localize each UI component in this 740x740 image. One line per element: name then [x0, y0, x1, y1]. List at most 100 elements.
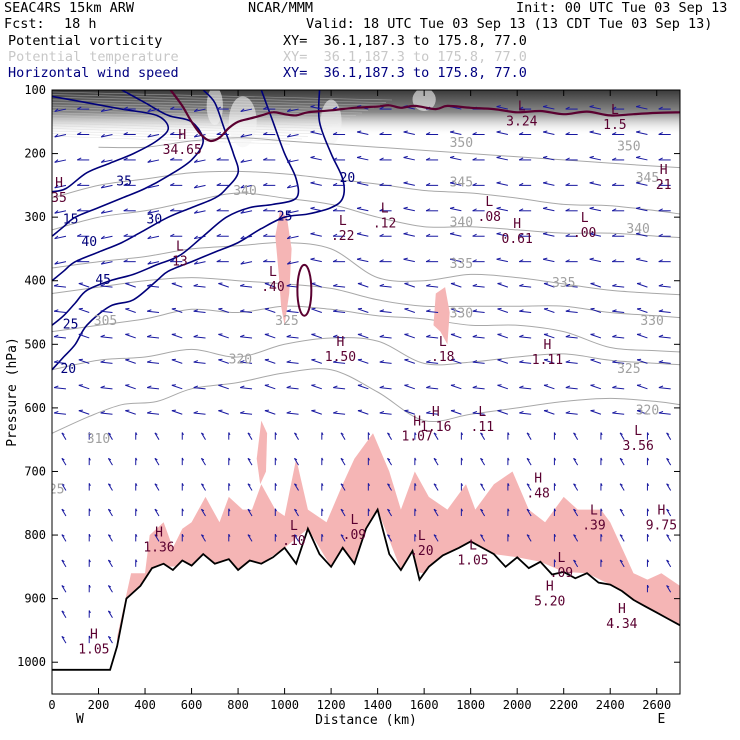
wind-vector-head: [247, 483, 251, 486]
wind-vector: [379, 412, 392, 415]
wind-vector-head: [573, 483, 577, 486]
high-low-value: .09: [550, 566, 573, 581]
wind-vector-head: [472, 360, 478, 363]
wind-vector-head: [333, 283, 338, 287]
wind-vector-head: [332, 233, 338, 237]
stratosphere-hatch: [52, 91, 393, 101]
wind-vector-head: [170, 157, 175, 161]
wind-vector: [218, 384, 229, 390]
wind-vector-head: [193, 159, 198, 163]
wind-vector: [450, 359, 462, 364]
wind-vector: [61, 559, 67, 568]
wind-vector: [171, 333, 183, 339]
wind-vector-head: [340, 457, 344, 461]
wind-vector: [78, 283, 90, 288]
wind-vector: [404, 410, 416, 415]
wind-vector: [356, 156, 369, 161]
contour-value-label: 350: [617, 139, 640, 154]
wind-vector-head: [425, 182, 431, 186]
wind-vector-head: [589, 130, 594, 133]
wind-vector-head: [589, 232, 594, 235]
wind-vector: [472, 412, 485, 415]
wind-vector: [193, 412, 206, 415]
wind-vector: [247, 508, 253, 517]
wind-vector: [573, 508, 579, 517]
wind-vector-head: [286, 133, 291, 138]
wind-vector: [240, 235, 253, 240]
wind-vector: [287, 134, 299, 138]
contour-value-label: 310: [87, 432, 110, 447]
wind-vector-head: [600, 432, 603, 436]
wind-vector-head: [286, 108, 291, 112]
wind-vector: [218, 410, 229, 415]
theta-contour-325: [52, 305, 680, 353]
high-low-value: 3.56: [622, 439, 653, 454]
wind-vector-head: [573, 534, 577, 537]
wind-vector-head: [543, 282, 549, 284]
wind-vector: [589, 233, 602, 237]
wind-vector: [658, 285, 671, 288]
wind-vector: [264, 384, 276, 390]
wind-vector-head: [340, 508, 344, 512]
wind-vector: [666, 534, 672, 542]
wind-vector-head: [414, 457, 417, 461]
wind-vector: [480, 458, 486, 466]
wind-vector: [387, 508, 393, 517]
wind-vector: [54, 310, 67, 314]
wind-vector: [403, 131, 415, 135]
wind-vector-head: [108, 483, 112, 486]
high-low-value: .10: [282, 534, 305, 549]
high-low-marker: H1.11: [532, 338, 563, 368]
wind-vector-head: [387, 432, 391, 435]
wind-vector-head: [404, 333, 409, 335]
wind-vector-head: [100, 261, 105, 265]
wind-vector-head: [54, 108, 59, 112]
wind-vector-head: [171, 282, 176, 284]
wind-vector-head: [636, 384, 642, 386]
wind-vector: [147, 184, 160, 189]
wind-vector-head: [518, 208, 524, 212]
pv-shaded-region: [256, 420, 268, 485]
high-low-marker: H1.50: [325, 335, 356, 365]
high-low-letter: L: [485, 195, 493, 210]
wind-vector-head: [228, 432, 231, 436]
wind-vector-head: [519, 360, 524, 363]
wind-vector-head: [286, 283, 292, 287]
wind-vector: [294, 508, 299, 517]
wind-vector-head: [496, 232, 501, 235]
wind-vector: [107, 508, 113, 517]
wind-vector: [519, 412, 532, 415]
wind-vector: [294, 458, 299, 466]
wind-vector-head: [332, 182, 338, 186]
wind-vector: [543, 182, 555, 186]
wind-vector-head: [472, 182, 477, 186]
wind-vector-head: [636, 130, 641, 133]
wind-vector-head: [658, 182, 663, 186]
contour-value-label: 340: [450, 216, 473, 231]
wind-vector: [590, 410, 602, 415]
wind-vector: [404, 359, 416, 364]
wind-vector-head: [666, 559, 670, 563]
wind-vector: [449, 258, 462, 263]
wind-vector: [240, 361, 253, 364]
wind-vector: [619, 534, 625, 542]
wind-vector-head: [543, 307, 549, 310]
wind-vector: [543, 233, 555, 237]
wind-vector-head: [565, 233, 570, 237]
wind-vector-head: [201, 432, 205, 435]
wind-vector: [526, 458, 532, 466]
wind-vector-head: [611, 157, 617, 161]
wind-vector-head: [646, 584, 650, 588]
wind-vector-head: [333, 410, 338, 414]
wind-vector: [519, 387, 532, 390]
wind-vector: [61, 508, 67, 517]
wind-vector-head: [181, 432, 184, 436]
wind-vector: [247, 432, 253, 440]
wind-vector: [666, 483, 672, 491]
wind-vector: [240, 261, 253, 265]
wind-vector-head: [565, 360, 571, 363]
wind-vector-head: [425, 259, 431, 263]
wind-vector: [573, 458, 579, 466]
wind-vector: [171, 410, 183, 415]
wind-vector: [589, 182, 602, 186]
